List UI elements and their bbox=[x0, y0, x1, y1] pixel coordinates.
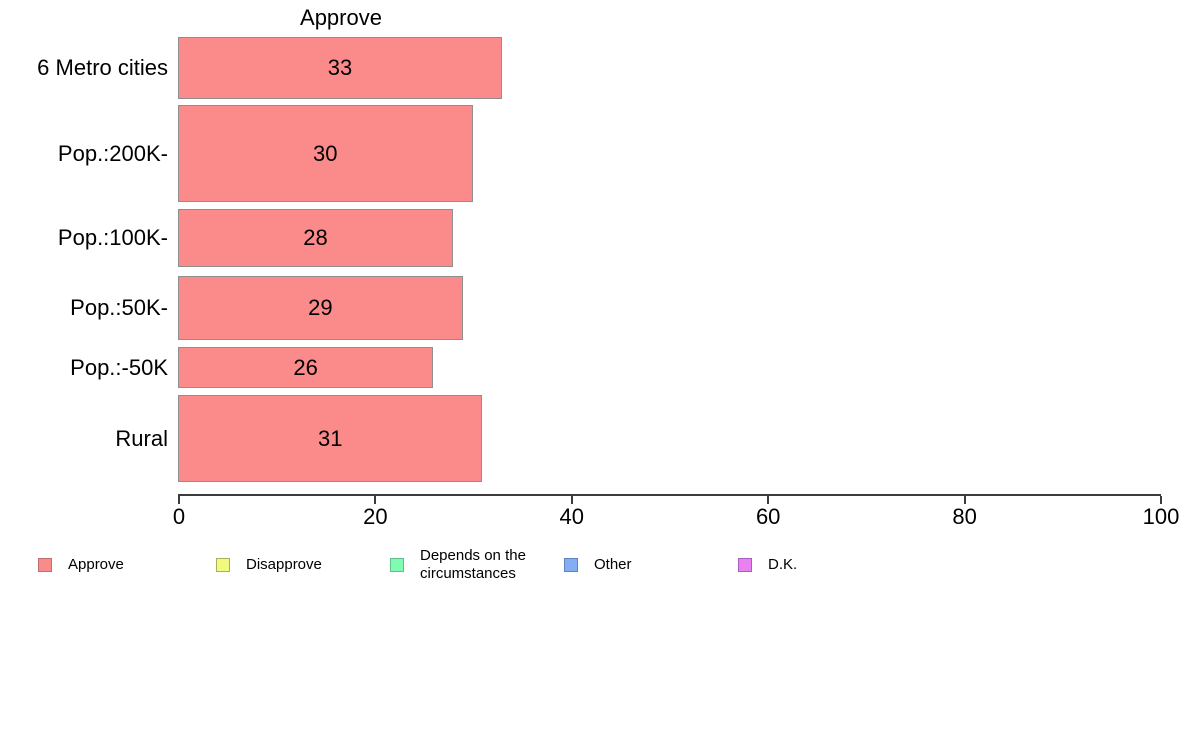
bar-value-label: 31 bbox=[317, 425, 343, 451]
legend-item: Other bbox=[564, 540, 632, 590]
category-label: Rural bbox=[115, 425, 168, 451]
x-tick bbox=[178, 496, 180, 504]
x-tick-label: 0 bbox=[172, 504, 186, 529]
x-tick-label: 60 bbox=[755, 504, 781, 529]
legend-item: Disapprove bbox=[216, 540, 322, 590]
x-tick bbox=[374, 496, 377, 504]
x-tick-label: 100 bbox=[1142, 504, 1180, 529]
bar-value-label: 29 bbox=[308, 295, 333, 320]
bar-value-label: 26 bbox=[293, 354, 318, 380]
legend-label: D.K. bbox=[768, 556, 798, 573]
bar-value-label: 33 bbox=[327, 55, 353, 80]
bar: 33 bbox=[178, 37, 503, 99]
legend-label: Disapprove bbox=[246, 556, 322, 573]
x-tick-label: 20 bbox=[363, 504, 388, 529]
category-label: 6 Metro cities bbox=[37, 55, 168, 80]
legend-swatch bbox=[564, 558, 578, 572]
x-tick bbox=[1160, 496, 1162, 504]
category-label: Pop.:100K- bbox=[57, 225, 168, 250]
bar: 26 bbox=[178, 347, 434, 388]
legend-swatch bbox=[738, 558, 752, 572]
bar: 29 bbox=[178, 276, 463, 340]
legend: Approve Disapprove Depends on the circumst… bbox=[0, 540, 1188, 590]
bar-value-label: 30 bbox=[313, 140, 338, 166]
legend-label: Other bbox=[594, 556, 632, 573]
legend-swatch bbox=[390, 558, 404, 572]
legend-swatch bbox=[216, 558, 230, 572]
legend-label: Approve bbox=[68, 556, 124, 573]
x-tick bbox=[570, 496, 573, 504]
legend-item: Approve bbox=[38, 540, 124, 590]
x-tick bbox=[767, 496, 770, 504]
x-axis-line bbox=[178, 494, 1161, 496]
chart-title: Approve bbox=[300, 5, 382, 30]
x-tick-label: 80 bbox=[952, 504, 977, 529]
legend-swatch bbox=[38, 558, 52, 572]
legend-item: D.K. bbox=[738, 540, 797, 590]
x-tick bbox=[963, 496, 966, 504]
x-tick-label: 40 bbox=[559, 504, 585, 529]
category-label: Pop.:200K- bbox=[57, 140, 168, 166]
bar-value-label: 28 bbox=[303, 225, 328, 250]
category-label: Pop.:50K- bbox=[70, 295, 168, 320]
legend-item: Depends on the circumstances bbox=[390, 540, 526, 590]
bar: 30 bbox=[178, 105, 473, 202]
category-label: Pop.:-50K bbox=[70, 354, 168, 380]
bar: 28 bbox=[178, 209, 453, 267]
legend-label: Depends on the circumstances bbox=[420, 547, 526, 582]
bar: 31 bbox=[178, 395, 483, 482]
